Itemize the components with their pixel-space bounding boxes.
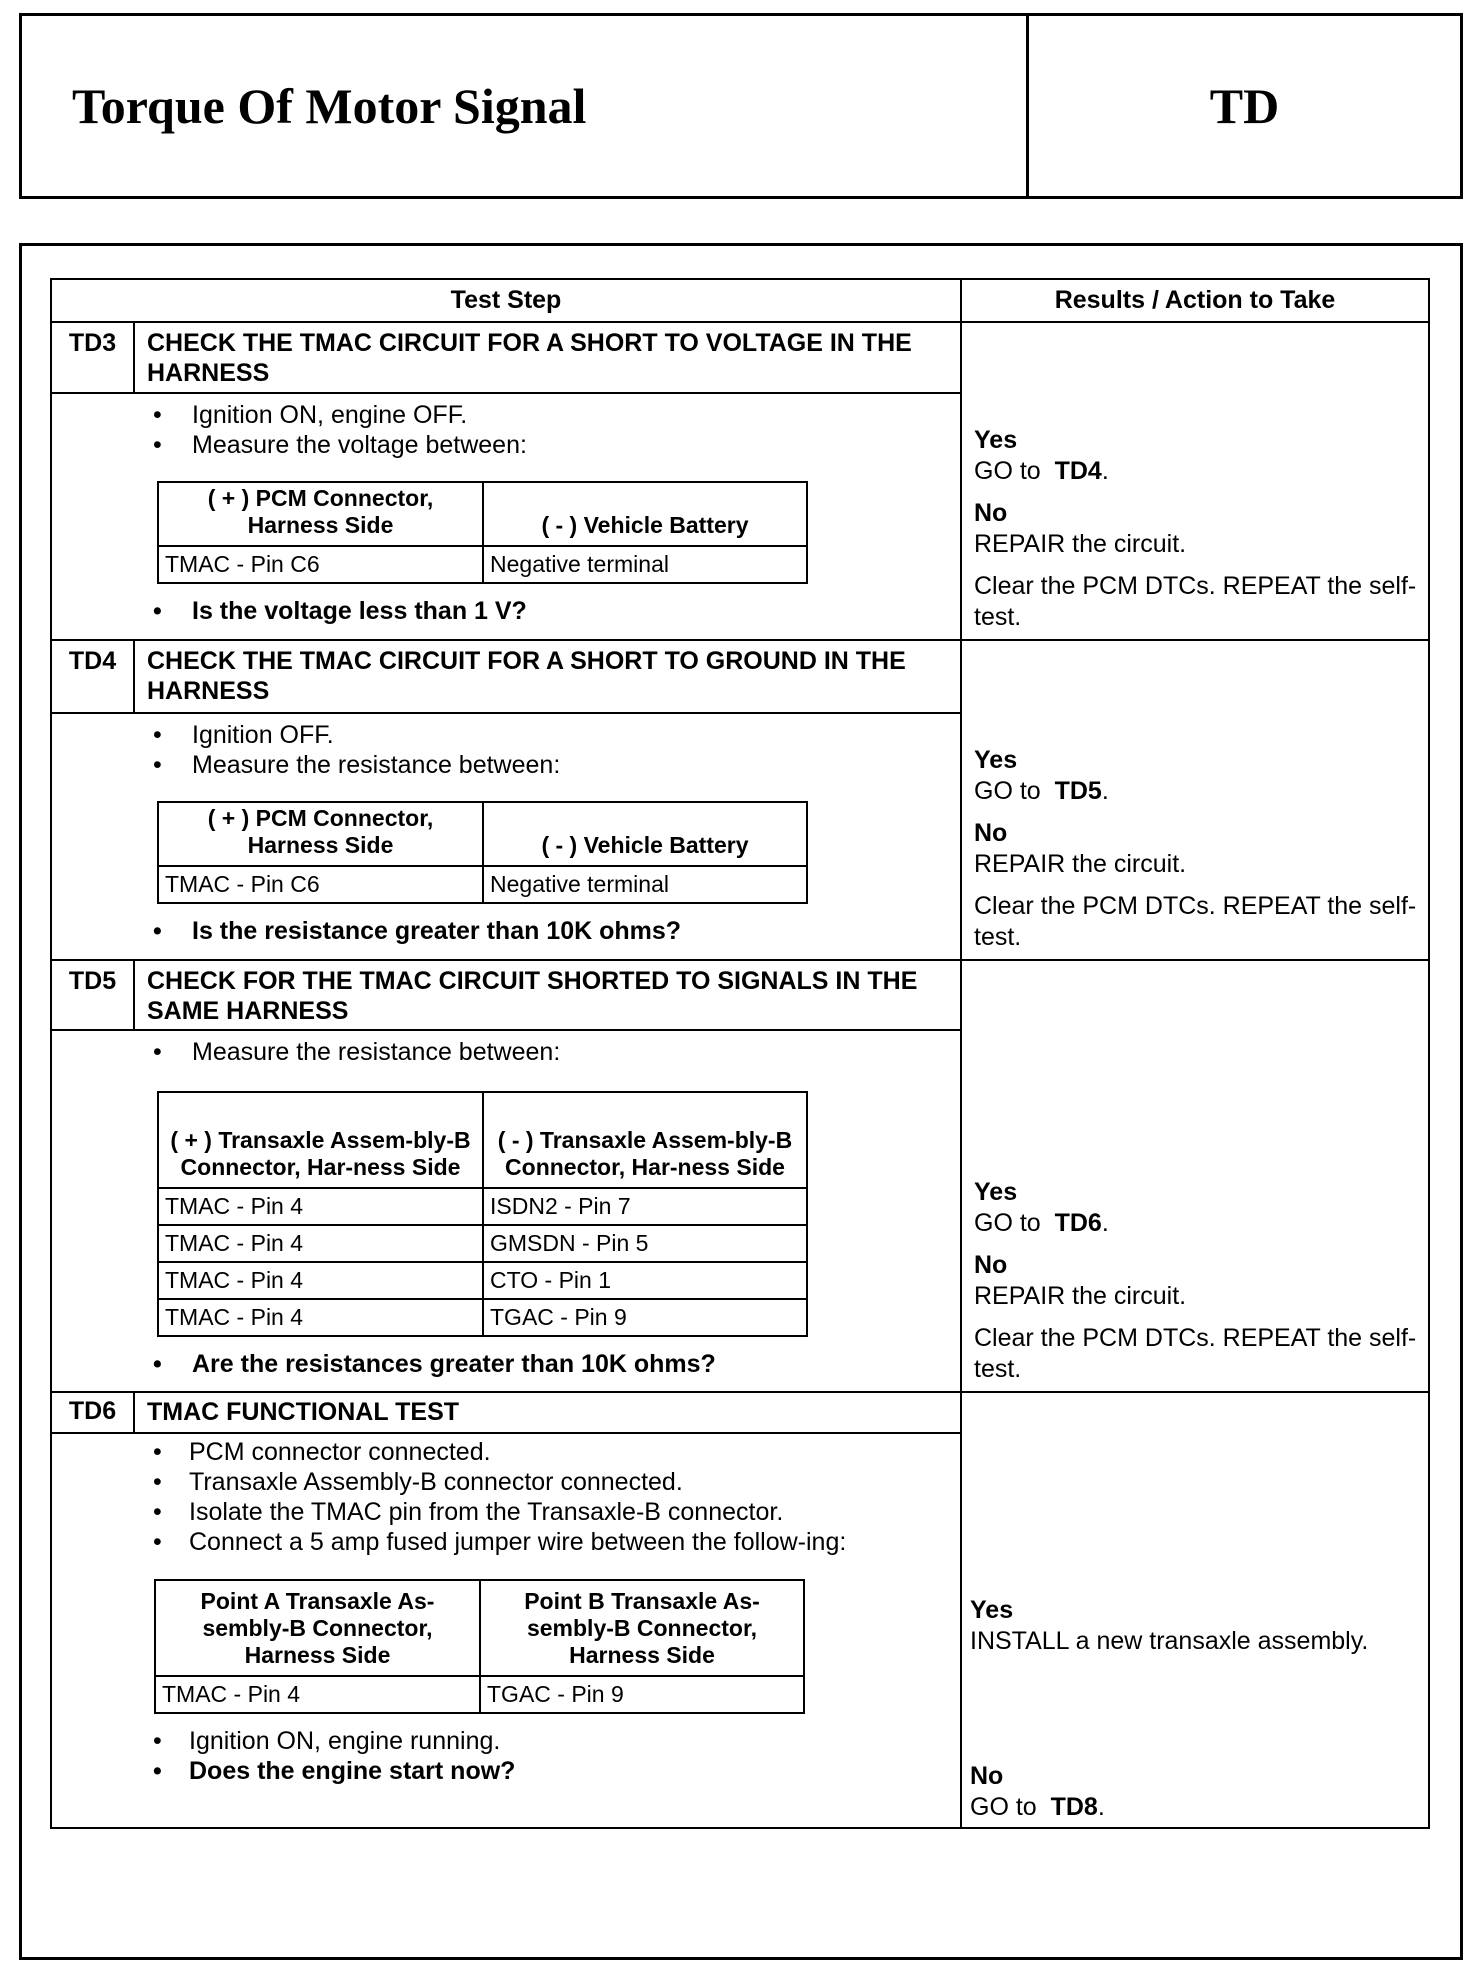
th: ( - ) Transaxle Assem-bly-B Connector, H…: [497, 1127, 793, 1180]
results-td3: Yes GO to TD4. No REPAIR the circuit. Cl…: [962, 323, 1428, 639]
bullet: Ignition ON, engine OFF.: [52, 400, 960, 430]
bullet: Measure the resistance between:: [52, 750, 960, 780]
question: Is the voltage less than 1 V?: [52, 596, 960, 626]
td: TMAC - Pin 4: [159, 1263, 484, 1298]
th: ( - ) Vehicle Battery: [541, 512, 749, 538]
no-label: No: [974, 499, 1008, 527]
step-link[interactable]: TD4: [1054, 457, 1102, 485]
no-action: GO to TD8.: [970, 1793, 1105, 1821]
results-td4: Yes GO to TD5. No REPAIR the circuit. Cl…: [962, 641, 1428, 959]
measurement-table: ( + ) Transaxle Assem-bly-B Connector, H…: [157, 1091, 808, 1337]
step-title: CHECK THE TMAC CIRCUIT FOR A SHORT TO VO…: [147, 329, 912, 387]
bullet: Isolate the TMAC pin from the Transaxle-…: [52, 1497, 960, 1527]
no-label: No: [970, 1762, 1004, 1790]
step-id: TD3: [52, 323, 135, 392]
measurement-table: ( + ) PCM Connector, Harness Side ( - ) V…: [157, 481, 808, 584]
th: Point A Transaxle As-sembly-B Connector,…: [156, 1581, 481, 1675]
step-id: TD6: [52, 1393, 135, 1432]
yes-label: Yes: [974, 426, 1018, 454]
no-label: No: [974, 819, 1008, 847]
th: ( - ) Vehicle Battery: [541, 832, 749, 858]
bullet: Measure the voltage between:: [52, 430, 960, 460]
yes-action: GO to TD5.: [974, 777, 1109, 805]
yes-label: Yes: [974, 746, 1018, 774]
yes-action: GO to TD4.: [974, 457, 1109, 485]
no-label: No: [974, 1251, 1008, 1279]
question: Are the resistances greater than 10K ohm…: [52, 1349, 960, 1379]
bullet: Connect a 5 amp fused jumper wire betwee…: [52, 1527, 960, 1557]
page-title: Torque Of Motor Signal: [22, 16, 1029, 196]
td: TGAC - Pin 9: [487, 1681, 624, 1707]
step-id: TD5: [52, 961, 135, 1029]
step-link[interactable]: TD6: [1054, 1209, 1102, 1237]
td: TMAC - Pin C6: [159, 547, 484, 582]
th: ( + ) Transaxle Assem-bly-B Connector, H…: [159, 1093, 484, 1187]
extra-action: Clear the PCM DTCs. REPEAT the self-test…: [974, 1324, 1417, 1383]
td: TGAC - Pin 9: [490, 1304, 627, 1330]
jumper-table: Point A Transaxle As-sembly-B Connector,…: [154, 1579, 805, 1714]
extra-action: Clear the PCM DTCs. REPEAT the self-test…: [974, 892, 1417, 951]
yes-action: INSTALL a new transaxle assembly.: [970, 1627, 1369, 1655]
extra-action: Clear the PCM DTCs. REPEAT the self-test…: [974, 572, 1417, 631]
col-header-test-step: Test Step: [52, 280, 962, 321]
td: ISDN2 - Pin 7: [490, 1193, 631, 1219]
step-title: TMAC FUNCTIONAL TEST: [147, 1398, 460, 1426]
td: GMSDN - Pin 5: [490, 1230, 649, 1256]
td: TMAC - Pin 4: [159, 1226, 484, 1261]
yes-label: Yes: [974, 1178, 1018, 1206]
th: Point B Transaxle As-sembly-B Connector,…: [524, 1588, 760, 1668]
td: TMAC - Pin 4: [156, 1677, 481, 1712]
step-row-td5: TD5 CHECK FOR THE TMAC CIRCUIT SHORTED T…: [52, 959, 1428, 1391]
bullet: Measure the resistance between:: [52, 1037, 960, 1067]
td: TMAC - Pin 4: [159, 1300, 484, 1335]
td: Negative terminal: [490, 871, 669, 897]
td: TMAC - Pin 4: [159, 1189, 484, 1224]
measurement-table: ( + ) PCM Connector, Harness Side ( - ) V…: [157, 801, 808, 904]
results-td6: Yes INSTALL a new transaxle assembly. No…: [962, 1393, 1428, 1827]
step-link[interactable]: TD8: [1050, 1793, 1098, 1821]
step-link[interactable]: TD5: [1054, 777, 1102, 805]
step-row-td6: TD6 TMAC FUNCTIONAL TEST PCM connector c…: [52, 1391, 1428, 1827]
col-header-results: Results / Action to Take: [1054, 286, 1336, 314]
results-td5: Yes GO to TD6. No REPAIR the circuit. Cl…: [962, 961, 1428, 1391]
th: ( + ) PCM Connector, Harness Side: [159, 803, 484, 865]
td: CTO - Pin 1: [490, 1267, 611, 1293]
td: Negative terminal: [490, 551, 669, 577]
td: TMAC - Pin C6: [159, 867, 484, 902]
no-action: REPAIR the circuit.: [974, 530, 1187, 558]
question: Does the engine start now?: [52, 1756, 960, 1786]
section-code: TD: [1209, 78, 1280, 134]
step-row-td3: TD3 CHECK THE TMAC CIRCUIT FOR A SHORT T…: [52, 321, 1428, 639]
bullet: Ignition OFF.: [52, 720, 960, 750]
bullet: PCM connector connected.: [52, 1437, 960, 1467]
step-row-td4: TD4 CHECK THE TMAC CIRCUIT FOR A SHORT T…: [52, 639, 1428, 959]
yes-action: GO to TD6.: [974, 1209, 1109, 1237]
page-header: Torque Of Motor Signal TD: [19, 13, 1463, 199]
step-title: CHECK THE TMAC CIRCUIT FOR A SHORT TO GR…: [147, 647, 906, 705]
no-action: REPAIR the circuit.: [974, 1282, 1187, 1310]
bullet: Transaxle Assembly-B connector connected…: [52, 1467, 960, 1497]
diagnostic-table: Test Step Results / Action to Take TD3 C…: [50, 278, 1430, 1829]
yes-label: Yes: [970, 1596, 1014, 1624]
step-title: CHECK FOR THE TMAC CIRCUIT SHORTED TO SI…: [147, 967, 918, 1025]
step-id: TD4: [52, 641, 135, 712]
no-action: REPAIR the circuit.: [974, 850, 1187, 878]
bullet: Ignition ON, engine running.: [52, 1726, 960, 1756]
content-frame: [19, 243, 1463, 1960]
question: Is the resistance greater than 10K ohms?: [52, 916, 960, 946]
th: ( + ) PCM Connector, Harness Side: [159, 483, 484, 545]
table-header-row: Test Step Results / Action to Take: [52, 280, 1428, 321]
